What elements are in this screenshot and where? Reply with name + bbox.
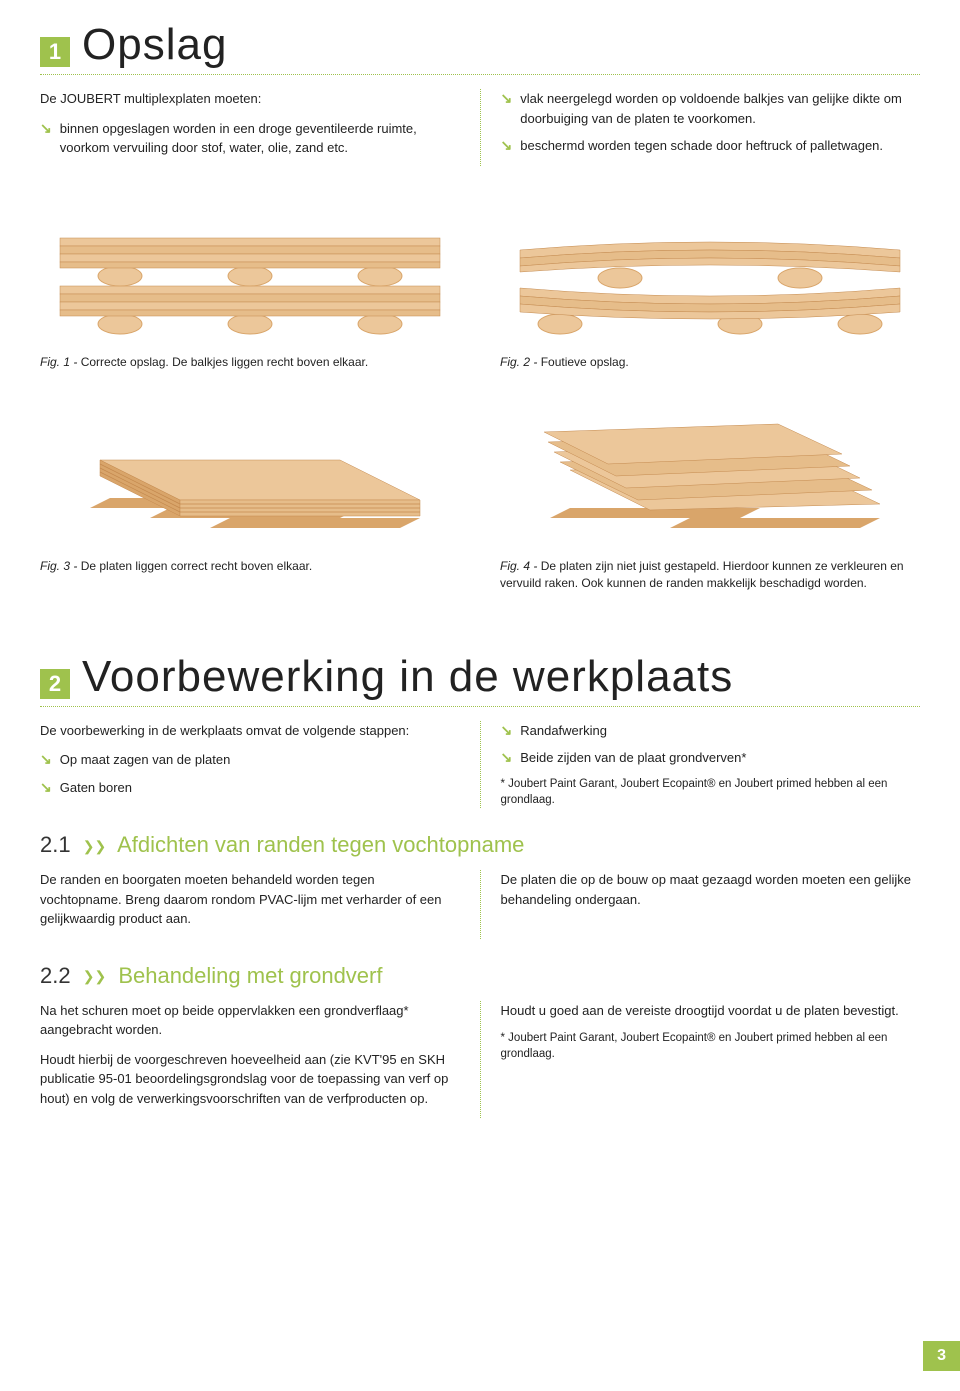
- section-2-right-col: ↘ Randafwerking ↘ Beide zijden van de pl…: [480, 721, 921, 808]
- figure-3-caption: Fig. 3 - De platen liggen correct recht …: [40, 558, 460, 575]
- section-2: 2 Voorbewerking in de werkplaats De voor…: [40, 652, 920, 1118]
- subsection-2-1-title: 2.1 ❯❯ Afdichten van randen tegen vochto…: [40, 832, 920, 858]
- sub22-right: Houdt u goed aan de vereiste droogtijd v…: [480, 1001, 921, 1119]
- section-1-right-col: ↘ vlak neergelegd worden op voldoende ba…: [480, 89, 921, 166]
- bullet-item: ↘ Beide zijden van de plaat grondverven*: [501, 748, 921, 768]
- section-1-header: 1 Opslag: [40, 20, 920, 75]
- section-2-intro: De voorbewerking in de werkplaats omvat …: [40, 721, 460, 741]
- section-1-columns: De JOUBERT multiplexplaten moeten: ↘ bin…: [40, 89, 920, 166]
- chevron-icon: ❯❯: [83, 838, 106, 854]
- bullet-text: Gaten boren: [60, 778, 132, 798]
- figure-3: Fig. 3 - De platen liggen correct recht …: [40, 400, 460, 592]
- fig-label: Fig. 2 -: [500, 355, 541, 369]
- arrow-icon: ↘: [40, 119, 52, 139]
- sub21-left: De randen en boorgaten moeten behandeld …: [40, 870, 480, 939]
- sub-title: Behandeling met grondverf: [118, 963, 382, 988]
- bullet-text: Beide zijden van de plaat grondverven*: [520, 748, 746, 768]
- fig-label: Fig. 4 -: [500, 559, 541, 573]
- page-number-tab: 3: [923, 1341, 960, 1371]
- fig-text: Correcte opslag. De balkjes liggen recht…: [81, 355, 369, 369]
- section-2-columns: De voorbewerking in de werkplaats omvat …: [40, 721, 920, 808]
- bullet-item: ↘ Randafwerking: [501, 721, 921, 741]
- bullet-text: Op maat zagen van de platen: [60, 750, 231, 770]
- figure-1-caption: Fig. 1 - Correcte opslag. De balkjes lig…: [40, 354, 460, 371]
- bullet-item: ↘ Gaten boren: [40, 778, 460, 798]
- section-2-number: 2: [40, 669, 70, 699]
- subsection-2-1-columns: De randen en boorgaten moeten behandeld …: [40, 870, 920, 939]
- stack-wrong-illustration: [500, 400, 920, 540]
- bullet-item: ↘ binnen opgeslagen worden in een droge …: [40, 119, 460, 158]
- subsection-2-2-title: 2.2 ❯❯ Behandeling met grondverf: [40, 963, 920, 989]
- stack-correct-illustration: [40, 400, 460, 540]
- figure-row-2: Fig. 3 - De platen liggen correct recht …: [40, 400, 920, 592]
- sub22-right-p1: Houdt u goed aan de vereiste droogtijd v…: [501, 1001, 921, 1021]
- bullet-item: ↘ vlak neergelegd worden op voldoende ba…: [501, 89, 921, 128]
- section-2-right-footnote: * Joubert Paint Garant, Joubert Ecopaint…: [501, 776, 921, 808]
- section-1-left-col: De JOUBERT multiplexplaten moeten: ↘ bin…: [40, 89, 480, 166]
- sub22-left-p1: Na het schuren moet op beide oppervlakke…: [40, 1001, 460, 1040]
- storage-wrong-illustration: [500, 196, 920, 336]
- figure-1: Fig. 1 - Correcte opslag. De balkjes lig…: [40, 196, 460, 371]
- arrow-icon: ↘: [40, 750, 52, 770]
- figure-4-caption: Fig. 4 - De platen zijn niet juist gesta…: [500, 558, 920, 592]
- arrow-icon: ↘: [501, 89, 513, 109]
- subsection-2-2-columns: Na het schuren moet op beide oppervlakke…: [40, 1001, 920, 1119]
- arrow-icon: ↘: [501, 136, 513, 156]
- storage-correct-illustration: [40, 196, 460, 336]
- sub22-left-p2: Houdt hierbij de voorgeschreven hoeveelh…: [40, 1050, 460, 1109]
- bullet-text: vlak neergelegd worden op voldoende balk…: [520, 89, 920, 128]
- sub-num: 2.2: [40, 963, 71, 988]
- sub21-right: De platen die op de bouw op maat gezaagd…: [480, 870, 921, 939]
- arrow-icon: ↘: [501, 721, 513, 741]
- figure-4: Fig. 4 - De platen zijn niet juist gesta…: [500, 400, 920, 592]
- section-2-header: 2 Voorbewerking in de werkplaats: [40, 652, 920, 707]
- arrow-icon: ↘: [40, 778, 52, 798]
- sub-num: 2.1: [40, 832, 71, 857]
- section-1-number: 1: [40, 37, 70, 67]
- sub21-right-text: De platen die op de bouw op maat gezaagd…: [501, 870, 921, 909]
- figure-2-caption: Fig. 2 - Foutieve opslag.: [500, 354, 920, 371]
- page-number: 3: [937, 1347, 946, 1364]
- bullet-text: beschermd worden tegen schade door heftr…: [520, 136, 883, 156]
- figure-2: Fig. 2 - Foutieve opslag.: [500, 196, 920, 371]
- sub22-left: Na het schuren moet op beide oppervlakke…: [40, 1001, 480, 1119]
- sub-title: Afdichten van randen tegen vochtopname: [117, 832, 524, 857]
- sub22-right-footnote: * Joubert Paint Garant, Joubert Ecopaint…: [501, 1030, 921, 1062]
- arrow-icon: ↘: [501, 748, 513, 768]
- fig-label: Fig. 1 -: [40, 355, 81, 369]
- fig-text: De platen liggen correct recht boven elk…: [81, 559, 312, 573]
- fig-label: Fig. 3 -: [40, 559, 81, 573]
- bullet-item: ↘ Op maat zagen van de platen: [40, 750, 460, 770]
- chevron-icon: ❯❯: [83, 968, 106, 984]
- section-1-intro: De JOUBERT multiplexplaten moeten:: [40, 89, 460, 109]
- bullet-text: binnen opgeslagen worden in een droge ge…: [60, 119, 460, 158]
- bullet-text: Randafwerking: [520, 721, 607, 741]
- section-2-title: Voorbewerking in de werkplaats: [82, 652, 733, 702]
- sub21-left-text: De randen en boorgaten moeten behandeld …: [40, 870, 460, 929]
- section-1-title: Opslag: [82, 20, 227, 70]
- section-2-left-col: De voorbewerking in de werkplaats omvat …: [40, 721, 480, 808]
- fig-text: Foutieve opslag.: [541, 355, 629, 369]
- figure-row-1: Fig. 1 - Correcte opslag. De balkjes lig…: [40, 196, 920, 371]
- bullet-item: ↘ beschermd worden tegen schade door hef…: [501, 136, 921, 156]
- fig-text: De platen zijn niet juist gestapeld. Hie…: [500, 559, 904, 590]
